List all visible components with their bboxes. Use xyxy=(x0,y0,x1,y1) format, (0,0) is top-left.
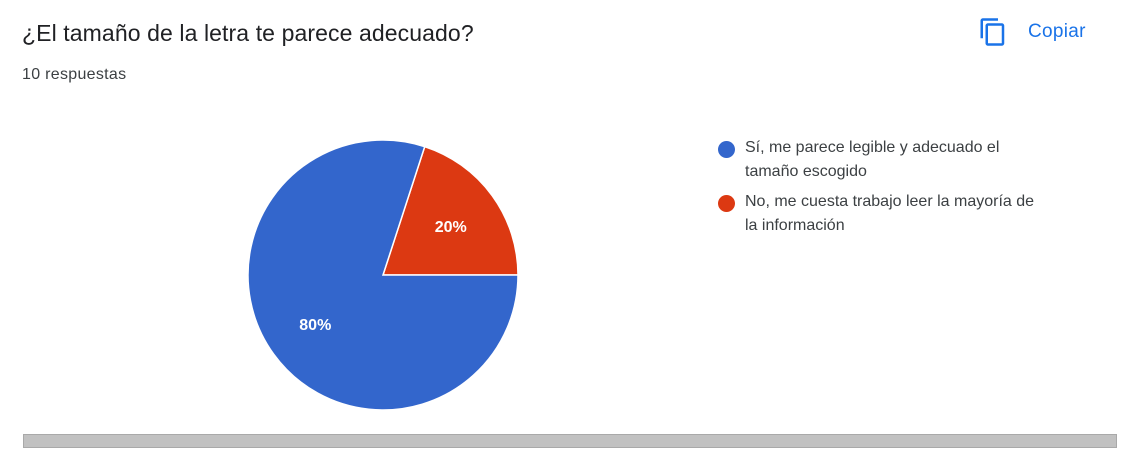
question-title: ¿El tamaño de la letra te parece adecuad… xyxy=(22,20,474,46)
copy-button[interactable]: Copiar xyxy=(978,14,1086,50)
legend-item[interactable]: No, me cuesta trabajo leer la mayoría de… xyxy=(718,190,1058,238)
legend-item[interactable]: Sí, me parece legible y adecuado el tama… xyxy=(718,136,1058,184)
response-count: 10 respuestas xyxy=(22,66,127,83)
legend: Sí, me parece legible y adecuado el tama… xyxy=(718,136,1058,244)
legend-label: Sí, me parece legible y adecuado el tama… xyxy=(745,139,1000,180)
legend-label: No, me cuesta trabajo leer la mayoría de… xyxy=(745,193,1035,234)
copy-icon xyxy=(978,17,1008,47)
slice-data-label: 20% xyxy=(435,219,467,236)
copy-label: Copiar xyxy=(1028,21,1086,42)
horizontal-scrollbar[interactable] xyxy=(23,434,1117,448)
slice-data-label: 80% xyxy=(299,317,331,334)
pie-chart: 20% 80% xyxy=(247,139,519,411)
legend-swatch xyxy=(718,141,735,158)
legend-swatch xyxy=(718,195,735,212)
pie-slice[interactable] xyxy=(381,145,519,276)
pie-slice[interactable] xyxy=(247,139,519,411)
